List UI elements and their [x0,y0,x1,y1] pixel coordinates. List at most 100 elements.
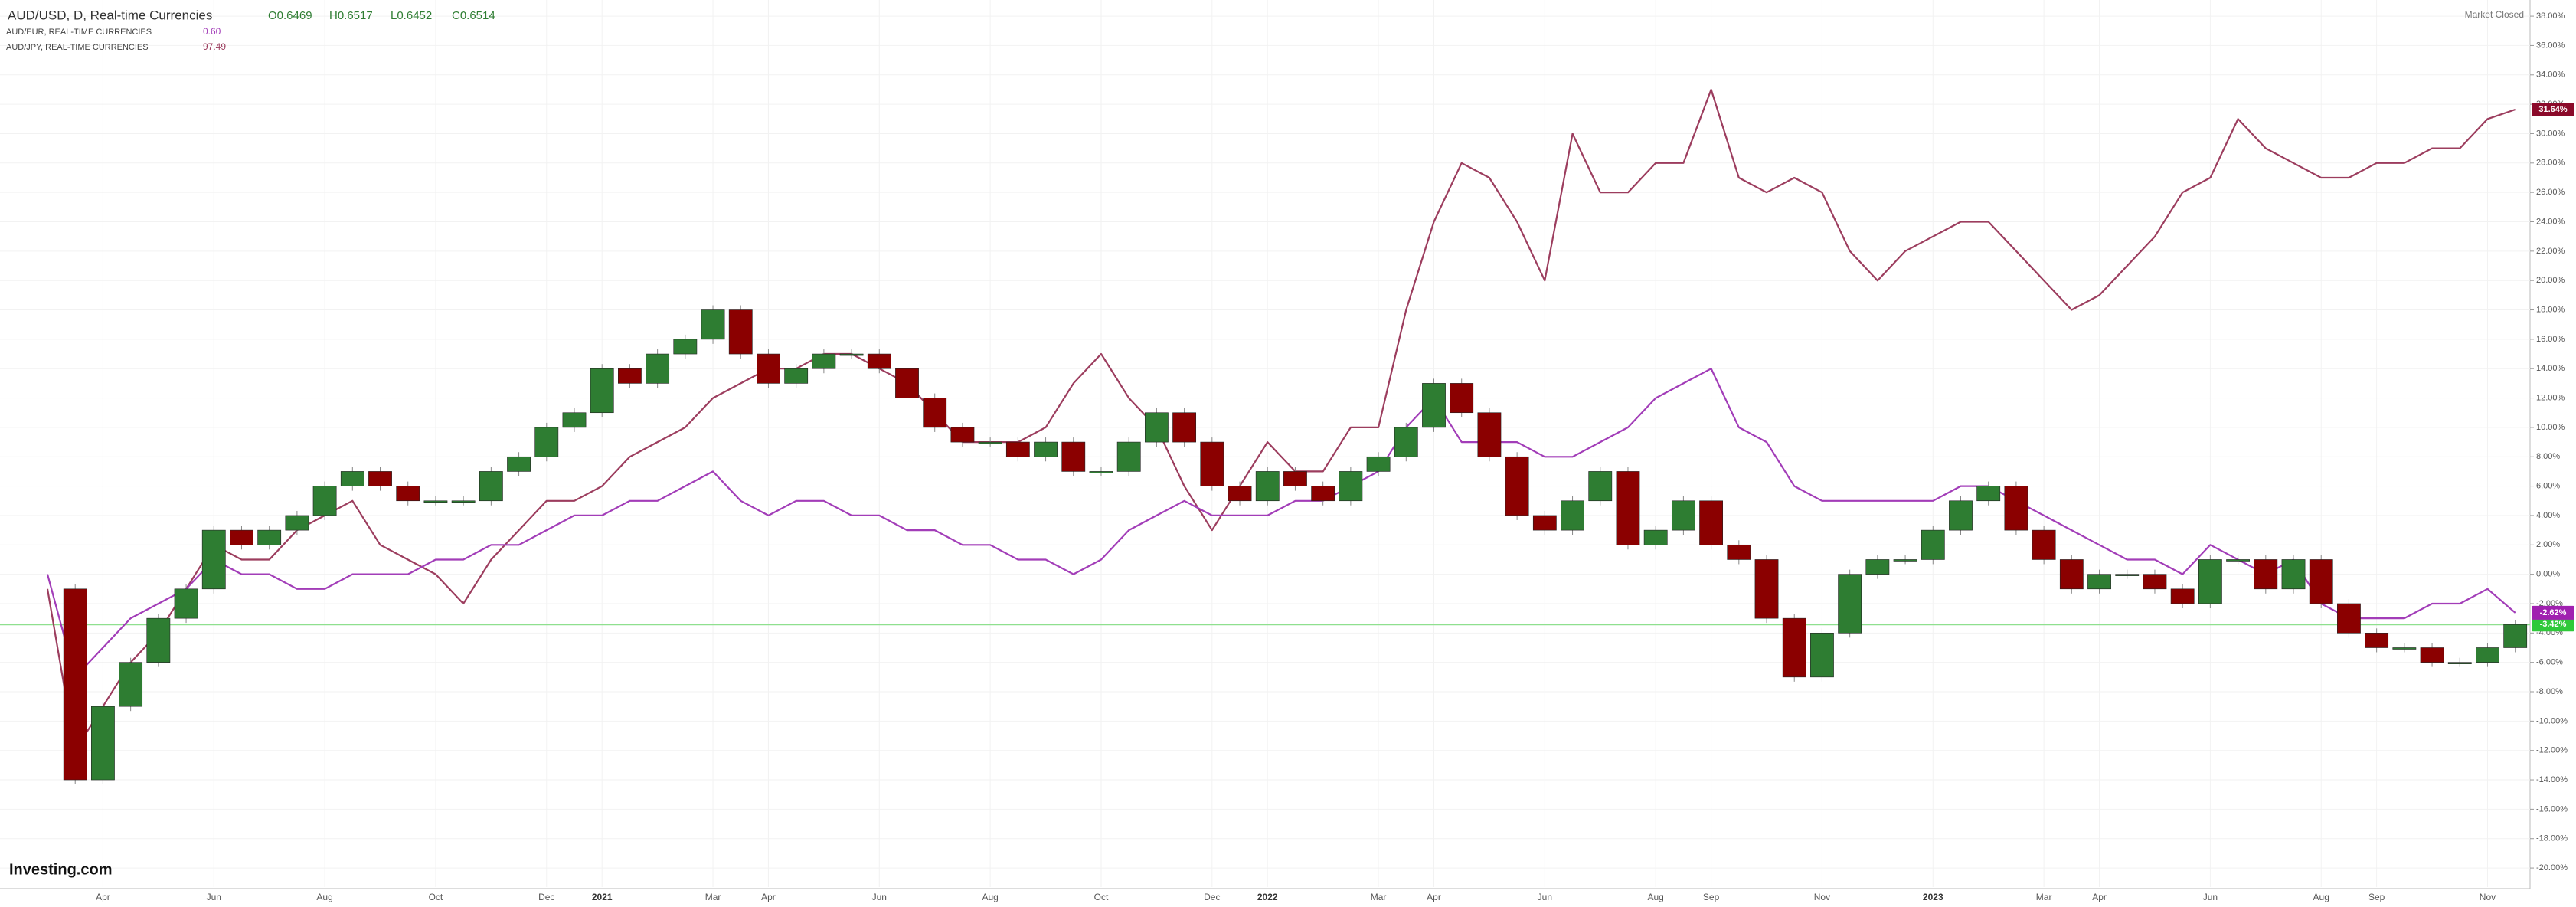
candle [1200,441,1224,486]
candle [451,500,476,503]
x-tick-label: Apr [761,892,776,902]
x-tick-label: Mar [2036,892,2052,902]
candle [2143,574,2167,590]
x-tick-label: Sep [1703,892,1720,902]
candle [423,500,448,503]
candle [757,353,780,384]
candle [1144,412,1169,443]
candle [174,588,198,619]
y-tick-label: -10.00% [2536,716,2568,725]
logo: Investing.com [9,861,112,878]
candle [507,456,531,472]
x-tick-label: Nov [2480,892,2496,902]
candle [1089,471,1113,473]
x-tick-label: Dec [1204,892,1220,902]
candle [1283,471,1307,486]
candle [1311,486,1335,502]
candle [1561,500,1584,531]
candle [1893,559,1917,562]
x-tick-label: Jun [1538,892,1552,902]
candle [2254,559,2278,590]
y-tick-label: 12.00% [2536,393,2565,402]
candle [1255,471,1280,502]
x-tick-label: Sep [2368,892,2385,902]
candle [534,427,559,457]
y-tick-label: -14.00% [2536,775,2568,784]
candle [728,309,753,355]
y-tick-label: -8.00% [2536,687,2563,696]
chart-title: AUD/USD, D, Real-time Currencies [8,8,212,22]
y-tick-label: 26.00% [2536,188,2565,197]
y-tick-label: 16.00% [2536,335,2565,344]
x-tick-label: 2023 [1923,892,1943,902]
candle [1754,559,1779,619]
candle [312,486,337,516]
y-tick-label: 18.00% [2536,305,2565,314]
legend-value: 0.60 [203,26,221,37]
x-tick-label: Oct [1094,892,1109,902]
candle [146,617,171,663]
candle [1976,486,2001,502]
candle [2447,662,2472,664]
candle [1061,441,1086,472]
last-value-badge [2532,103,2574,117]
candle [119,662,143,707]
candle [2309,559,2333,604]
legend-value: 97.49 [203,41,226,52]
candle [978,441,1002,444]
candle [201,529,226,590]
y-tick-label: 8.00% [2536,452,2560,461]
candle [1450,383,1474,414]
y-tick-label: 0.00% [2536,570,2560,579]
x-tick-label: Jun [2203,892,2218,902]
y-tick-label: 10.00% [2536,423,2565,432]
candle [950,427,975,443]
last-value-label: -3.42% [2540,620,2567,629]
candle [285,515,309,531]
x-tick-label: Dec [538,892,554,902]
candle [1172,412,1197,443]
candle [1921,529,1945,560]
y-tick-label: -18.00% [2536,834,2568,843]
candle [230,529,253,545]
last-value-label: -2.62% [2540,608,2567,617]
candle [396,486,420,502]
y-tick-label: -6.00% [2536,658,2563,667]
series-line [46,368,2516,678]
candle [1588,471,1613,502]
candle [1949,500,1973,531]
candle [1394,427,1418,457]
candle [2420,647,2444,663]
y-tick-label: 36.00% [2536,41,2565,50]
candle [2198,559,2222,604]
candle [895,368,919,398]
candle [2365,633,2389,648]
market-status: Market Closed [2465,9,2524,20]
x-tick-label: Aug [316,892,332,902]
last-value-badge [2532,605,2574,620]
x-tick-label: 2022 [1257,892,1278,902]
candle [2337,603,2361,634]
candle [1838,574,1862,634]
x-tick-label: Apr [96,892,110,902]
y-tick-label: 2.00% [2536,540,2560,549]
candle [1727,544,1751,560]
candle [1810,633,1834,678]
candle [2087,574,2111,590]
candle [2115,574,2140,576]
candle [839,353,864,356]
y-tick-label: -16.00% [2536,804,2568,814]
x-tick-label: Oct [429,892,443,902]
y-tick-label: 34.00% [2536,70,2565,80]
candle [2004,486,2028,531]
candle [257,529,282,545]
candle [1366,456,1391,472]
x-tick-label: Jun [872,892,887,902]
candle [1671,500,1695,531]
x-tick-label: Aug [982,892,998,902]
x-tick-label: Nov [1814,892,1830,902]
y-tick-label: 24.00% [2536,217,2565,226]
x-tick-label: Apr [1427,892,1441,902]
candle [1477,412,1502,457]
